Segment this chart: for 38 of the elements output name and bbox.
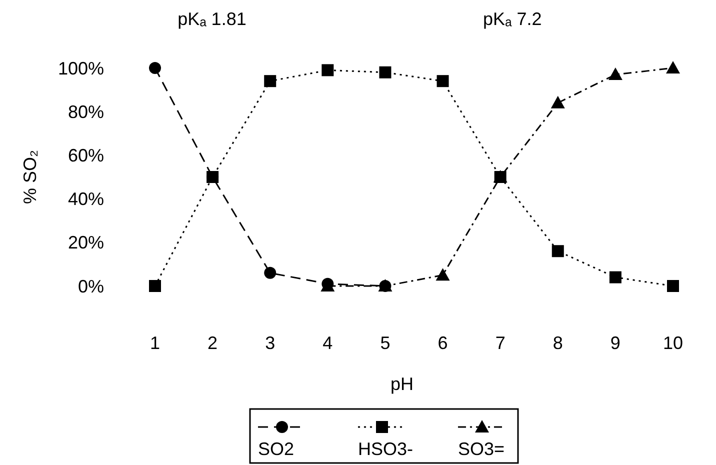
x-axis-title: pH bbox=[390, 374, 414, 394]
point bbox=[149, 280, 161, 292]
x-tick-label: 3 bbox=[265, 333, 276, 353]
y-tick-label: 100% bbox=[58, 58, 104, 78]
x-tick-label: 1 bbox=[150, 333, 160, 353]
text: pKₐ 1.81 bbox=[178, 9, 246, 29]
point bbox=[264, 75, 276, 88]
point bbox=[666, 61, 680, 74]
point bbox=[436, 268, 450, 281]
legend-label: SO3= bbox=[458, 439, 505, 459]
y-tick-label: 60% bbox=[68, 146, 104, 166]
point bbox=[550, 96, 565, 108]
x-tick-label: 6 bbox=[438, 333, 448, 353]
y-tick-label: 0% bbox=[78, 276, 104, 296]
point bbox=[608, 68, 622, 80]
text: pKₐ 7.2 bbox=[483, 9, 542, 29]
x-tick-label: 4 bbox=[322, 333, 333, 353]
point bbox=[206, 171, 219, 183]
x-tick-label: 7 bbox=[495, 333, 506, 353]
point bbox=[149, 62, 161, 74]
y-tick-label: 80% bbox=[68, 102, 104, 122]
x-tick-label: 9 bbox=[610, 333, 620, 353]
y-axis-title: % SO₂ bbox=[20, 150, 40, 204]
x-tick-label: 5 bbox=[380, 333, 390, 353]
x-tick-label: 10 bbox=[662, 333, 684, 353]
x-tick-label: 2 bbox=[208, 333, 218, 353]
legend-label: HSO3- bbox=[358, 439, 414, 459]
point bbox=[264, 266, 276, 279]
point bbox=[322, 64, 334, 76]
point bbox=[552, 245, 564, 258]
legend-label: SO2 bbox=[258, 439, 294, 459]
point bbox=[379, 66, 392, 78]
point bbox=[667, 280, 679, 292]
y-tick-label: 20% bbox=[68, 232, 104, 253]
y-tick-label: 40% bbox=[68, 189, 104, 210]
point bbox=[436, 75, 449, 88]
point bbox=[609, 271, 622, 284]
x-tick-label: 8 bbox=[552, 333, 563, 353]
